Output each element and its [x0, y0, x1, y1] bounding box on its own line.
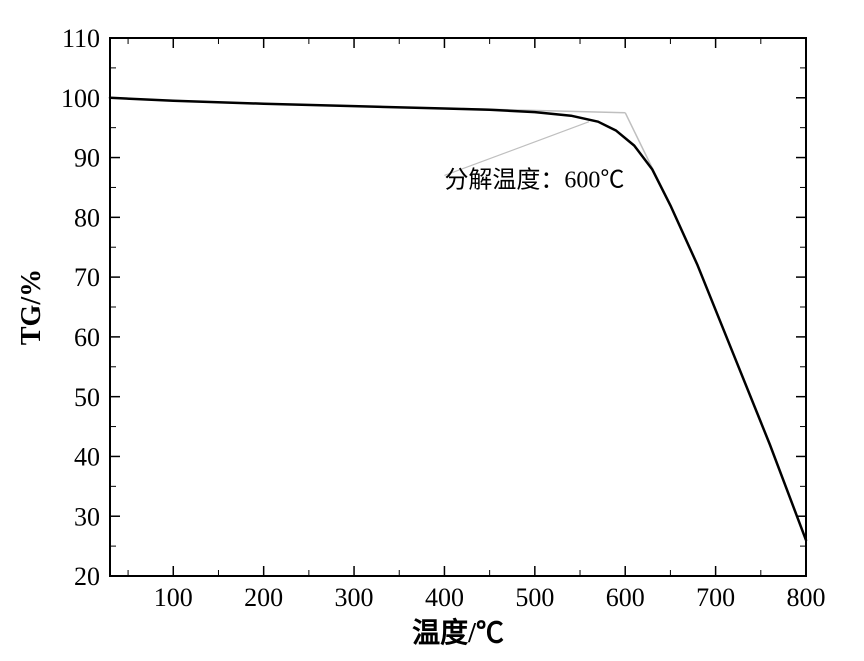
- x-axis-label: 温度/℃: [412, 617, 504, 649]
- y-tick-label: 110: [62, 24, 100, 53]
- x-tick-label: 700: [696, 583, 735, 612]
- y-tick-label: 30: [74, 502, 100, 531]
- x-tick-label: 400: [425, 583, 464, 612]
- x-tick-label: 500: [515, 583, 554, 612]
- x-tick-label: 300: [335, 583, 374, 612]
- y-tick-label: 20: [74, 562, 100, 591]
- x-tick-label: 800: [787, 583, 826, 612]
- y-tick-label: 40: [74, 443, 100, 472]
- tg-curve: [110, 98, 806, 540]
- tg-chart: 100 200 300 400 500 600 700 800 20 30 40 50 60 70 80 90…: [0, 0, 864, 661]
- y-tick-label: 90: [74, 144, 100, 173]
- x-tick-label: 200: [244, 583, 283, 612]
- y-tick-label: 70: [74, 263, 100, 292]
- plot-frame: [110, 38, 806, 576]
- y-tick-label: 80: [74, 203, 100, 232]
- y-axis-label: TG/%: [16, 269, 47, 345]
- x-tick-label: 600: [606, 583, 645, 612]
- y-tick-label: 100: [61, 84, 100, 113]
- x-tick-label: 100: [154, 583, 193, 612]
- y-tick-label: 50: [74, 383, 100, 412]
- y-tick-label: 60: [74, 323, 100, 352]
- decomposition-temperature-label: 分解温度：600℃: [444, 166, 624, 193]
- chart-container: 100 200 300 400 500 600 700 800 20 30 40 50 60 70 80 90…: [0, 0, 864, 661]
